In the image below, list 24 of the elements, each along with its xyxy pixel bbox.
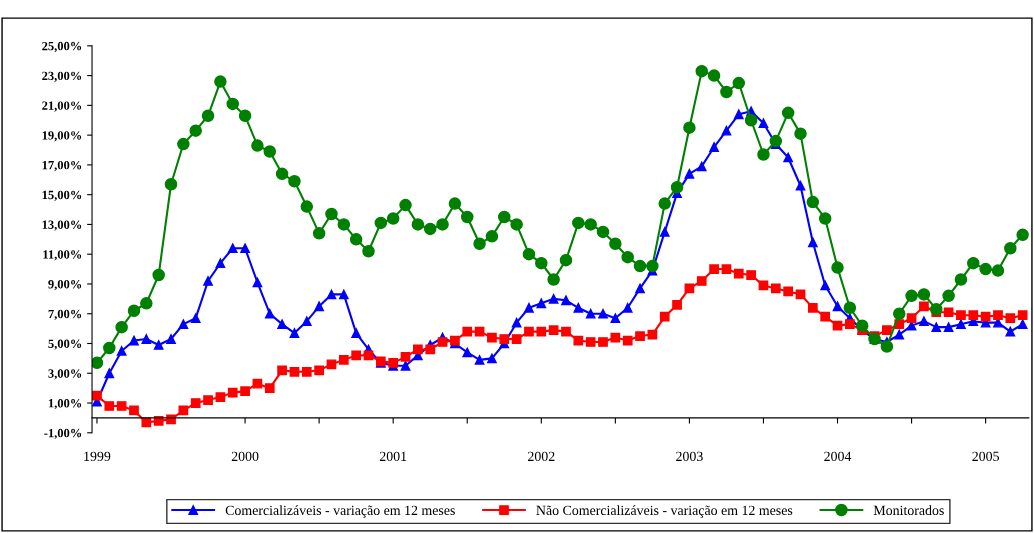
y-tick-label: 19,00%: [42, 131, 82, 142]
y-tick-label: 23,00%: [42, 71, 82, 82]
y-tick-label: 3,00%: [48, 369, 82, 380]
x-tick-label: 2001: [379, 451, 407, 462]
y-tick-label: 17,00%: [42, 160, 82, 172]
y-tick-label: 7,00%: [48, 309, 82, 320]
x-tick-label: 2004: [824, 451, 852, 462]
y-tick-label: 25,00%: [42, 41, 82, 53]
legend-label: Comercializáveis - variação em 12 meses: [225, 505, 455, 518]
x-tick-label: 2000: [231, 451, 259, 462]
y-tick-label: 1,00%: [48, 399, 82, 410]
x-tick-label: 2005: [972, 451, 999, 462]
y-tick-label: 9,00%: [48, 279, 82, 291]
y-tick-label: 15,00%: [42, 190, 82, 201]
y-tick-label: 21,00%: [42, 101, 82, 112]
legend-label: Não Comercializáveis - variação em 12 meses: [536, 505, 793, 518]
x-tick-label: 2002: [528, 451, 555, 462]
x-tick-label: 1999: [84, 451, 111, 462]
y-tick-label: 13,00%: [42, 220, 82, 231]
y-tick-label: -1,00%: [44, 428, 82, 440]
y-tick-label: 5,00%: [48, 339, 82, 350]
y-tick-label: 11,00%: [43, 250, 82, 261]
legend-label: Monitorados: [873, 505, 944, 516]
x-tick-label: 2003: [676, 451, 703, 462]
